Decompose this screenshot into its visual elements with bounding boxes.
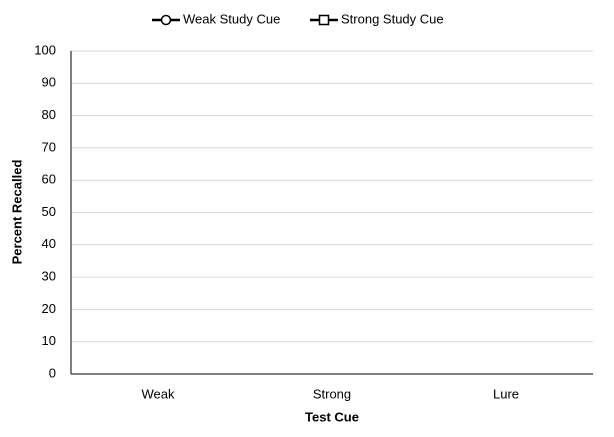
y-tick-label: 10 [42,333,56,348]
legend-marker [160,14,172,26]
legend-label: Weak Study Cue [183,11,280,26]
y-tick-label: 80 [42,107,56,122]
x-tick-label: Weak [142,386,175,401]
x-tick-label: Lure [493,386,519,401]
y-tick-label: 50 [42,204,56,219]
y-tick-label: 60 [42,172,56,187]
legend-label: Strong Study Cue [341,11,444,26]
legend-marker [318,14,330,26]
y-tick-label: 20 [42,301,56,316]
x-tick-label: Strong [313,386,351,401]
y-tick-label: 40 [42,236,56,251]
y-tick-label: 100 [34,42,56,57]
y-tick-label: 0 [49,365,56,380]
y-tick-label: 90 [42,75,56,90]
y-axis-title: Percent Recalled [9,160,24,265]
y-tick-label: 70 [42,139,56,154]
x-axis-title: Test Cue [305,409,359,424]
y-tick-label: 30 [42,269,56,284]
